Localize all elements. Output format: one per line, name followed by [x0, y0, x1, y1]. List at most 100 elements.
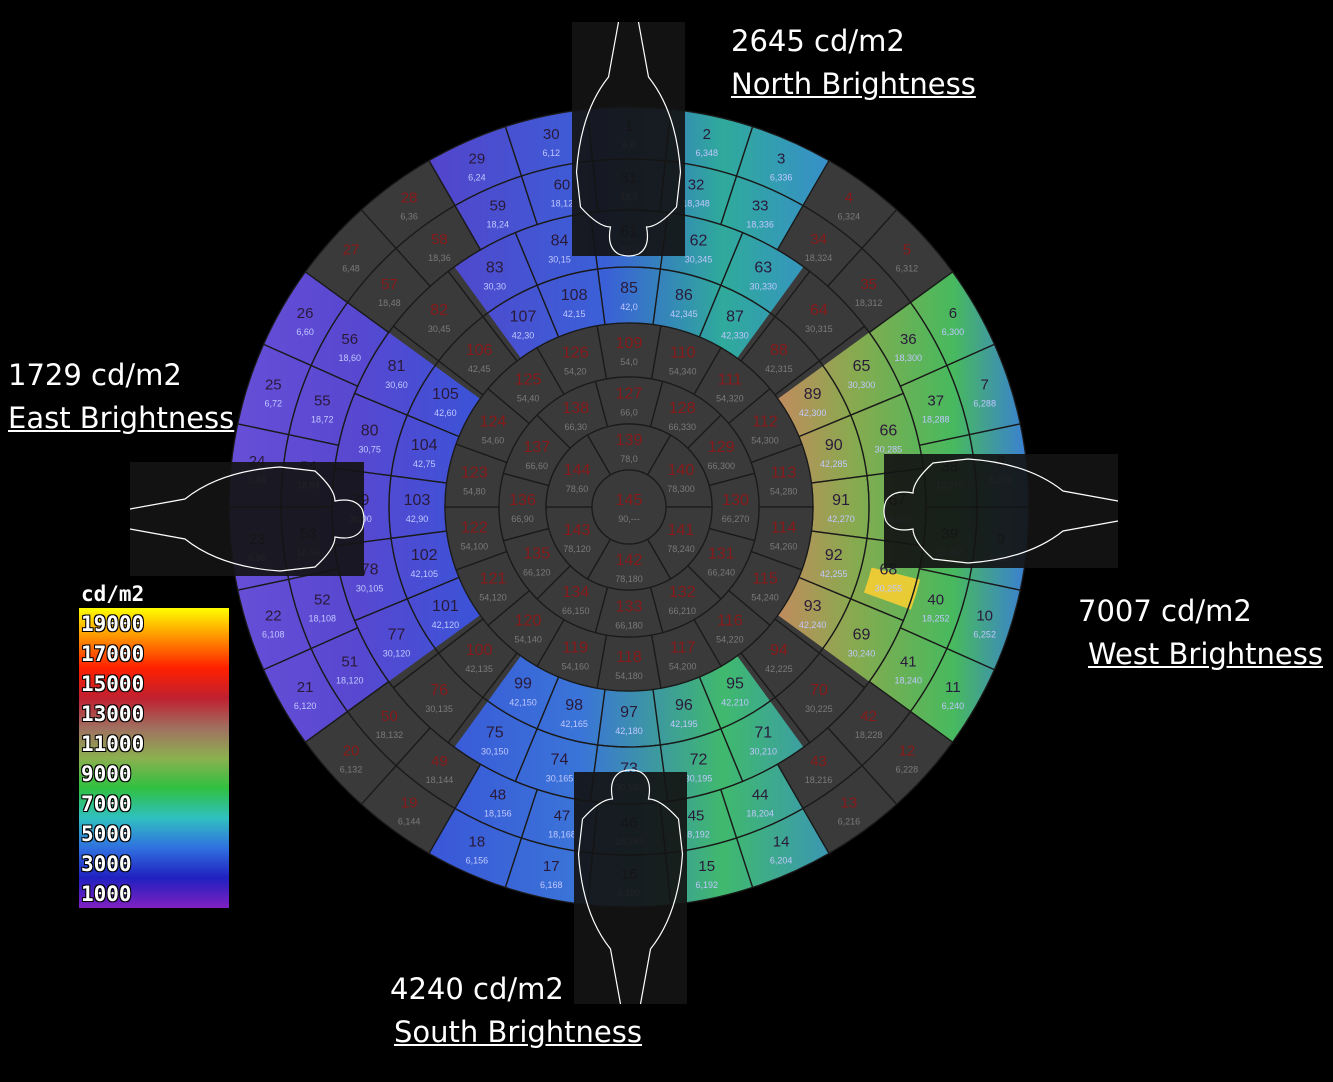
patch-coordinates: 6,252	[973, 630, 996, 640]
patch-coordinates: 42,165	[560, 719, 588, 729]
patch-number: 14	[773, 834, 790, 851]
patch-number: 11	[945, 679, 961, 696]
west-observer	[883, 454, 1119, 568]
figure-outline	[575, 21, 682, 257]
patch-coordinates: 54,100	[461, 541, 489, 551]
patch-coordinates: 66,0	[620, 408, 638, 418]
legend-tick: 13000	[81, 702, 145, 726]
patch-number: 29	[469, 150, 486, 167]
patch-number: 112	[752, 414, 778, 431]
patch-coordinates: 54,60	[482, 436, 505, 446]
patch-coordinates: 42,15	[563, 309, 586, 319]
patch-coordinates: 54,260	[770, 541, 798, 551]
patch-number: 129	[708, 439, 735, 456]
patch-number: 3	[777, 150, 785, 167]
patch-coordinates: 42,0	[620, 302, 638, 312]
patch-number: 40	[927, 592, 944, 609]
patch-number: 22	[265, 608, 282, 625]
patch-coordinates: 30,75	[358, 445, 381, 455]
patch-number: 58	[431, 231, 448, 248]
patch-coordinates: 42,270	[827, 514, 855, 524]
patch-number: 63	[754, 259, 772, 276]
patch-coordinates: 6,300	[942, 327, 965, 337]
north-label: 2645 cd/m2 North Brightness	[731, 24, 976, 101]
patch-coordinates: 54,300	[751, 436, 779, 446]
patch-number: 52	[314, 592, 331, 609]
patch-number: 42	[860, 708, 877, 725]
patch-number: 49	[431, 753, 448, 770]
patch-number: 100	[466, 642, 493, 659]
patch-coordinates: 30,210	[749, 747, 777, 757]
patch-number: 10	[976, 608, 993, 625]
patch-number: 91	[832, 492, 850, 509]
patch-number: 94	[770, 642, 788, 659]
patch-coordinates: 30,165	[546, 773, 574, 783]
patch-number: 30	[543, 126, 560, 143]
patch-number: 143	[564, 522, 591, 539]
patch-number: 4	[845, 189, 853, 206]
figure-box	[572, 22, 685, 256]
patch-coordinates: 66,240	[707, 567, 735, 577]
patch-number: 34	[810, 231, 827, 248]
patch-number: 107	[510, 308, 537, 325]
patch-number: 21	[297, 679, 314, 696]
patch-number: 98	[565, 697, 583, 714]
patch-number: 65	[853, 358, 871, 375]
sky-patches: 16,026,34836,33646,32456,31266,30076,288…	[228, 106, 1030, 908]
patch-coordinates: 54,140	[514, 634, 542, 644]
patch-number: 119	[563, 640, 589, 657]
patch-coordinates: 18,324	[805, 253, 833, 263]
patch-coordinates: 42,105	[410, 569, 438, 579]
patch-coordinates: 6,348	[695, 148, 718, 158]
patch-number: 109	[616, 335, 643, 352]
patch-coordinates: 54,220	[716, 634, 744, 644]
patch-coordinates: 18,204	[746, 809, 774, 819]
east-brightness-value: 1729 cd/m2	[8, 358, 182, 392]
figure-box	[884, 454, 1118, 568]
patch-number: 103	[404, 492, 431, 509]
patch-number: 92	[825, 547, 843, 564]
patch-coordinates: 30,330	[749, 281, 777, 291]
patch-coordinates: 66,300	[707, 461, 735, 471]
patch-number: 27	[343, 242, 360, 259]
legend-tick: 17000	[81, 642, 145, 666]
patch-number: 137	[523, 439, 550, 456]
patch-coordinates: 66,180	[615, 621, 643, 631]
patch-coordinates: 18,168	[548, 829, 576, 839]
patch-coordinates: 18,348	[682, 199, 710, 209]
patch-coordinates: 18,288	[922, 414, 950, 424]
patch-number: 140	[668, 462, 695, 479]
legend-tick: 5000	[81, 822, 132, 846]
patch-number: 20	[343, 742, 360, 759]
patch-coordinates: 42,60	[434, 408, 457, 418]
patch-coordinates: 18,156	[484, 809, 512, 819]
patch-coordinates: 42,240	[799, 620, 827, 630]
patch-number: 110	[670, 344, 696, 361]
patch-coordinates: 66,30	[564, 422, 587, 432]
patch-coordinates: 6,336	[770, 172, 793, 182]
patch-number: 47	[554, 807, 571, 824]
patch-number: 59	[489, 197, 506, 214]
patch-number: 78	[361, 561, 379, 578]
patch-number: 86	[675, 287, 693, 304]
patch-coordinates: 42,75	[413, 459, 436, 469]
patch-number: 62	[690, 233, 708, 250]
patch-coordinates: 6,24	[468, 172, 486, 182]
west-brightness-title: West Brightness	[1088, 637, 1323, 671]
patch-number: 130	[722, 492, 749, 509]
patch-coordinates: 54,80	[463, 487, 486, 497]
patch-number: 133	[616, 599, 643, 616]
glare-spot	[863, 567, 921, 610]
patch-coordinates: 30,255	[875, 583, 903, 593]
patch-coordinates: 42,150	[509, 698, 537, 708]
patch-coordinates: 6,108	[262, 630, 285, 640]
patch-number: 70	[810, 682, 828, 699]
patch-number: 111	[718, 372, 742, 389]
patch-number: 64	[810, 302, 828, 319]
patch-coordinates: 6,48	[342, 264, 360, 274]
patch-number: 138	[562, 400, 589, 417]
north-brightness-value: 2645 cd/m2	[731, 24, 905, 58]
patch-number: 2	[703, 126, 711, 143]
patch-coordinates: 18,24	[487, 219, 510, 229]
patch-number: 95	[726, 676, 744, 693]
